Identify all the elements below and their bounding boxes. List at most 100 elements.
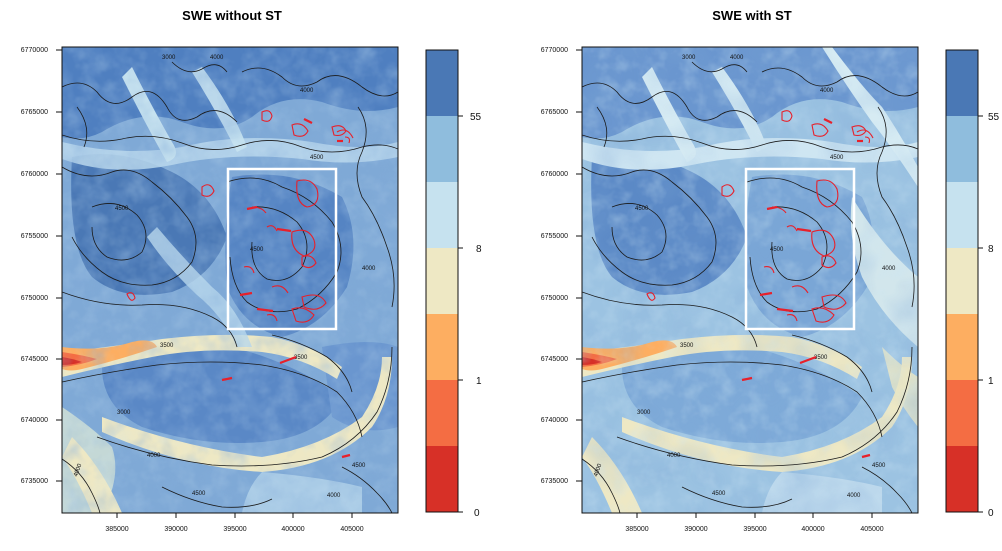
y-tick-label: 6760000 — [541, 171, 568, 178]
legend-swatch — [946, 314, 978, 380]
x-tick: 385000 — [625, 513, 649, 533]
x-tick-label: 400000 — [801, 526, 824, 533]
legend-swatch — [426, 248, 458, 314]
y-tick: 6745000 — [541, 356, 582, 363]
contour-label: 4000 — [847, 493, 861, 499]
legend-swatch — [426, 446, 458, 512]
contour-label: 4000 — [327, 493, 341, 499]
contour-label: 4000 — [882, 266, 896, 272]
legend-label: 1 — [476, 376, 482, 387]
glacier-segments — [741, 118, 871, 459]
y-tick: 6770000 — [541, 47, 582, 54]
y-tick-label: 6770000 — [541, 47, 568, 54]
x-tick-label: 405000 — [860, 526, 883, 533]
contour-label: 3000 — [117, 410, 131, 416]
y-tick-label: 6740000 — [541, 417, 568, 424]
map-area: 3000 4000 4000 4500 4500 4500 3500 4000 … — [62, 47, 398, 513]
contour-label: 4000 — [147, 453, 161, 459]
y-tick-label: 6765000 — [541, 109, 568, 116]
contour-label: 4000 — [593, 462, 603, 477]
x-tick-label: 395000 — [223, 526, 246, 533]
legend-swatch — [946, 446, 978, 512]
contour-lines — [582, 61, 918, 513]
y-tick-label: 6750000 — [21, 295, 48, 302]
y-tick: 6765000 — [21, 109, 62, 116]
x-tick-label: 395000 — [743, 526, 766, 533]
contour-label: 3500 — [680, 343, 694, 349]
x-tick: 400000 — [281, 513, 305, 533]
y-tick-label: 6760000 — [21, 171, 48, 178]
legend-swatch — [946, 248, 978, 314]
contour-label: 4500 — [830, 155, 844, 161]
contour-label: 4500 — [192, 491, 206, 497]
legend-swatch — [946, 50, 978, 116]
y-tick: 6755000 — [541, 233, 582, 240]
legend-label: 8 — [476, 244, 482, 255]
y-tick: 6745000 — [21, 356, 62, 363]
y-tick: 6740000 — [541, 417, 582, 424]
y-tick: 6760000 — [541, 171, 582, 178]
color-legend: 55 8 1 0 — [425, 49, 482, 519]
contour-label: 4500 — [872, 463, 886, 469]
legend-swatch — [426, 314, 458, 380]
y-tick-label: 6755000 — [541, 233, 568, 240]
x-tick-label: 390000 — [684, 526, 707, 533]
contour-label: 4500 — [770, 247, 784, 253]
panel-title: SWE without ST — [182, 8, 282, 23]
legend-label: 1 — [988, 376, 994, 387]
contour-label-group: 3000 4000 4000 4500 4500 4500 3500 4000 … — [593, 55, 896, 499]
legend-label: 55 — [988, 112, 1000, 123]
y-tick: 6770000 — [21, 47, 62, 54]
contour-label: 4000 — [210, 55, 224, 61]
contour-label: 3000 — [162, 55, 176, 61]
glacier-segments — [221, 118, 351, 459]
y-tick: 6750000 — [21, 295, 62, 302]
contour-label: 3500 — [814, 355, 828, 361]
x-tick: 405000 — [340, 513, 364, 533]
glacier-outlines — [126, 110, 354, 323]
contour-label-group: 3000 4000 4000 4500 4500 4500 3500 4000 … — [73, 55, 376, 499]
contour-label: 4000 — [362, 266, 376, 272]
contour-label: 4500 — [115, 206, 129, 212]
legend-label: 0 — [474, 508, 480, 519]
x-tick: 395000 — [223, 513, 247, 533]
color-legend: 55 8 1 0 — [945, 49, 1000, 519]
x-tick: 400000 — [801, 513, 825, 533]
y-tick-label: 6745000 — [541, 356, 568, 363]
y-tick: 6735000 — [21, 478, 62, 485]
contour-lines — [62, 61, 398, 513]
legend-swatch — [426, 182, 458, 248]
contour-label: 3500 — [160, 343, 174, 349]
contour-label: 4500 — [635, 206, 649, 212]
legend-swatch — [946, 116, 978, 182]
legend-label: 0 — [988, 508, 994, 519]
contour-label: 4000 — [300, 88, 314, 94]
map-panel-with-st: SWE with ST — [541, 8, 1000, 533]
y-tick: 6760000 — [21, 171, 62, 178]
contour-label: 4500 — [250, 247, 264, 253]
x-tick: 385000 — [105, 513, 129, 533]
x-tick: 405000 — [860, 513, 884, 533]
contour-label: 4000 — [73, 462, 83, 477]
contour-label: 3000 — [637, 410, 651, 416]
x-tick-label: 400000 — [281, 526, 304, 533]
contour-label: 4500 — [712, 491, 726, 497]
x-tick-label: 385000 — [105, 526, 128, 533]
glacier-outlines — [646, 110, 874, 323]
y-axis: 6770000 6765000 6760000 6755000 6750000 … — [21, 47, 63, 513]
y-tick-label: 6735000 — [21, 478, 48, 485]
contour-label: 3000 — [682, 55, 696, 61]
y-tick-label: 6765000 — [21, 109, 48, 116]
legend-label: 55 — [470, 112, 482, 123]
x-tick-label: 390000 — [164, 526, 187, 533]
y-tick-label: 6735000 — [541, 478, 568, 485]
contour-label: 3500 — [294, 355, 308, 361]
contour-label: 4500 — [310, 155, 324, 161]
y-tick: 6735000 — [541, 478, 582, 485]
x-tick-label: 385000 — [625, 526, 648, 533]
contour-label: 4000 — [667, 453, 681, 459]
legend-label: 8 — [988, 244, 994, 255]
contour-label: 4500 — [352, 463, 366, 469]
x-axis: 385000 390000 395000 400000 405000 — [582, 512, 918, 533]
